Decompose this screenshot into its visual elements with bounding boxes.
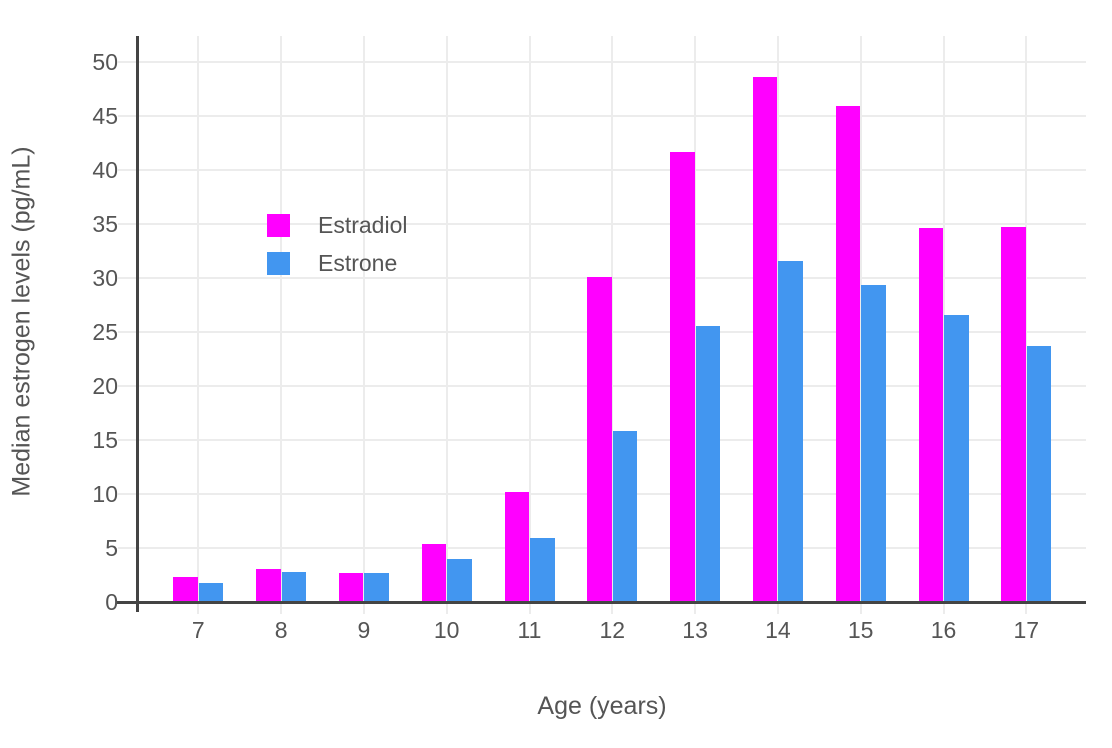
legend-label-estrone: Estrone [318, 250, 398, 276]
bar-estrone-age-12[interactable] [612, 431, 638, 601]
x-gridline [1025, 36, 1028, 602]
bar-estrone-age-11[interactable] [530, 538, 555, 601]
y-tick-mark [118, 169, 136, 171]
bar-estradiol-age-11[interactable] [504, 491, 529, 601]
x-axis-tick-label: 14 [765, 617, 791, 643]
x-tick-mark [942, 603, 945, 614]
x-gridline [694, 36, 697, 602]
x-axis-tick-label: 13 [682, 617, 708, 643]
y-axis-tick-label: 30 [92, 265, 118, 291]
x-tick-mark [362, 603, 365, 614]
bar-estrone-age-15[interactable] [861, 284, 886, 601]
estrone-swatch-icon [267, 252, 290, 275]
x-gridline [197, 36, 200, 602]
y-axis-title: Median estrogen levels (pg/mL) [7, 146, 36, 497]
x-gridline [445, 36, 448, 602]
bar-estradiol-age-14[interactable] [752, 77, 778, 601]
x-tick-mark [776, 603, 779, 614]
x-tick-mark [694, 603, 697, 614]
y-tick-mark [118, 277, 136, 279]
bar-estrone-age-13[interactable] [695, 325, 721, 601]
x-axis-tick-label: 10 [433, 617, 460, 643]
y-tick-mark [118, 61, 136, 63]
x-gridline [776, 36, 779, 602]
bar-estradiol-age-15[interactable] [835, 106, 861, 601]
bar-estrone-age-10[interactable] [447, 558, 472, 601]
x-gridline [942, 36, 945, 602]
bar-estradiol-age-10[interactable] [421, 543, 447, 601]
bar-estrone-age-9[interactable] [364, 572, 389, 601]
legend-label-estradiol: Estradiol [318, 212, 408, 238]
y-axis-tick-label: 20 [92, 373, 118, 399]
y-tick-mark [118, 331, 136, 333]
y-tick-mark [118, 547, 136, 549]
bar-estradiol-age-16[interactable] [918, 228, 943, 601]
bar-estradiol-age-9[interactable] [338, 572, 364, 601]
y-axis-tick-label: 35 [92, 211, 118, 237]
bar-estrone-age-8[interactable] [281, 571, 307, 601]
x-axis-tick-label: 11 [517, 617, 542, 643]
x-tick-mark [280, 603, 283, 614]
x-tick-mark [859, 603, 862, 614]
x-tick-mark [528, 603, 531, 614]
x-axis-tick-label: 15 [847, 617, 874, 643]
y-axis-line [136, 36, 139, 612]
x-tick-mark [611, 603, 614, 614]
bar-estradiol-age-17[interactable] [1001, 227, 1026, 601]
y-tick-mark [118, 115, 136, 117]
bar-estrone-age-16[interactable] [944, 314, 969, 601]
y-axis-tick-label: 50 [92, 49, 118, 75]
y-axis-tick-label: 15 [92, 427, 118, 453]
y-axis-tick-label: 5 [105, 535, 118, 561]
bar-estrone-age-17[interactable] [1026, 346, 1052, 601]
x-axis-tick-label: 9 [357, 617, 371, 643]
bar-estradiol-age-12[interactable] [587, 277, 612, 601]
x-axis-tick-label: 17 [1013, 617, 1040, 643]
y-tick-mark [118, 223, 136, 225]
bar-estradiol-age-7[interactable] [173, 577, 198, 601]
x-axis-tick-label: 8 [274, 617, 288, 643]
bar-estrone-age-14[interactable] [778, 260, 803, 601]
legend-item-estrone[interactable]: Estrone [267, 252, 407, 275]
y-axis-tick-label: 25 [92, 319, 118, 345]
y-tick-mark [118, 493, 136, 495]
y-axis-tick-label: 40 [92, 157, 118, 183]
estradiol-swatch-icon [267, 214, 290, 237]
bar-estradiol-age-13[interactable] [670, 151, 695, 601]
y-tick-mark [118, 439, 136, 441]
legend: Estradiol Estrone [267, 214, 407, 290]
x-axis-title: Age (years) [537, 692, 667, 720]
x-gridline [528, 36, 531, 602]
x-gridline [611, 36, 614, 602]
x-axis-tick-label: 16 [930, 617, 957, 643]
x-gridline [362, 36, 365, 602]
x-gridline [280, 36, 283, 602]
x-tick-mark [445, 603, 448, 614]
y-axis-tick-label: 0 [105, 589, 118, 615]
x-tick-mark [1025, 603, 1028, 614]
bar-estrone-age-7[interactable] [198, 582, 224, 601]
x-axis-tick-label: 7 [191, 617, 205, 643]
bar-estradiol-age-8[interactable] [256, 568, 281, 601]
x-axis-tick-label: 12 [599, 617, 626, 643]
y-axis-tick-label: 10 [92, 481, 118, 507]
legend-item-estradiol[interactable]: Estradiol [267, 214, 407, 237]
y-axis-tick-label: 45 [92, 103, 118, 129]
x-tick-mark [197, 603, 200, 614]
x-axis-line [117, 601, 1086, 604]
x-gridline [859, 36, 862, 602]
y-tick-mark [118, 385, 136, 387]
